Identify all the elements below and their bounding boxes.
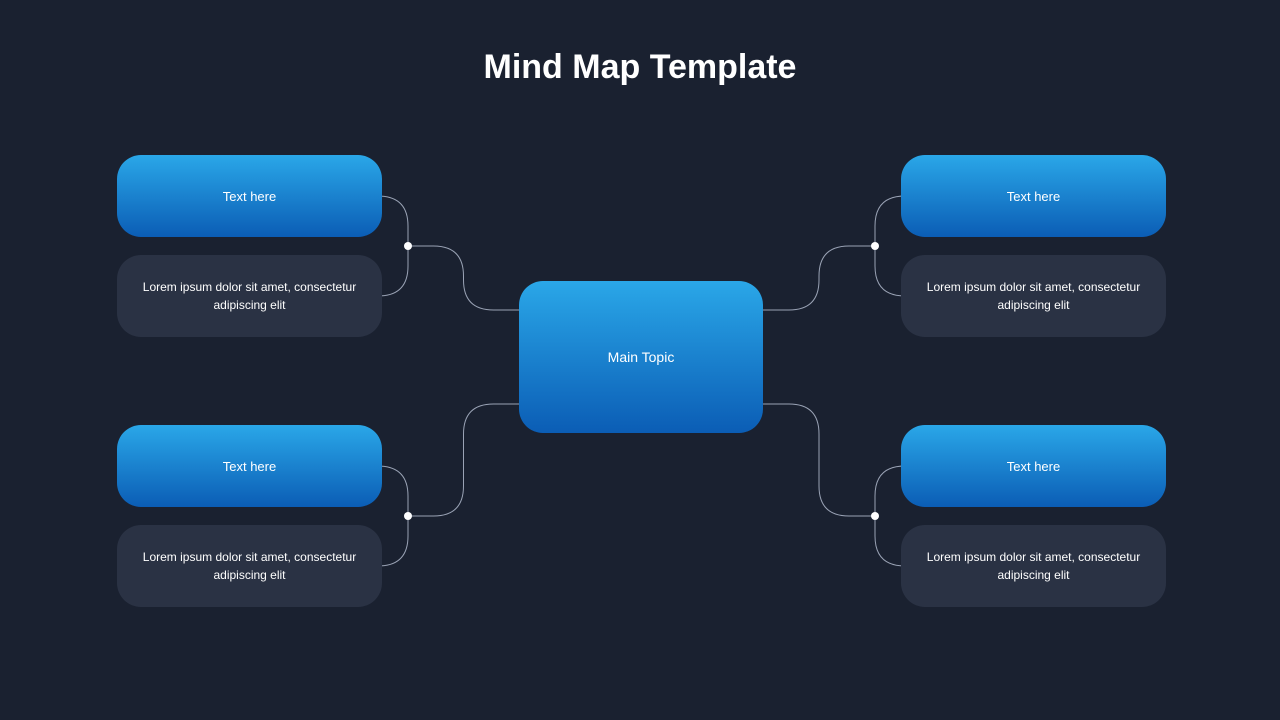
central-topic: Main Topic xyxy=(519,281,763,433)
branch-desc-2: Lorem ipsum dolor sit amet, consectetur … xyxy=(901,255,1166,337)
mindmap-stage: Main Topic Text here Lorem ipsum dolor sit… xyxy=(0,0,1280,720)
branch-topic-1: Text here xyxy=(117,425,382,507)
branch-topic-0: Text here xyxy=(117,155,382,237)
branch-topic-2: Text here xyxy=(901,155,1166,237)
branch-desc-0: Lorem ipsum dolor sit amet, consectetur … xyxy=(117,255,382,337)
branch-desc-3: Lorem ipsum dolor sit amet, consectetur … xyxy=(901,525,1166,607)
branch-topic-3: Text here xyxy=(901,425,1166,507)
branch-desc-1: Lorem ipsum dolor sit amet, consectetur … xyxy=(117,525,382,607)
